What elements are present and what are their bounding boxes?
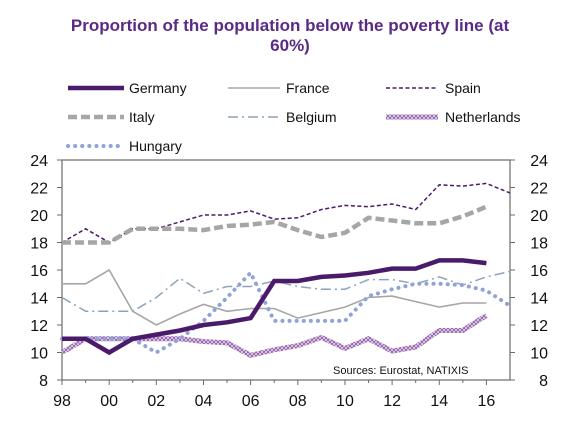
source-note: Sources: Eurostat, NATIXIS	[333, 365, 469, 377]
series-line-germany	[62, 258, 487, 356]
y-tick-label-right: 16	[530, 263, 548, 280]
y-tick-label-left: 12	[30, 318, 48, 335]
y-tick-label-right: 12	[530, 318, 548, 335]
y-tick-label-right: 20	[530, 208, 548, 225]
legend-label-hungary: Hungary	[129, 138, 182, 154]
x-tick-label: 00	[100, 393, 118, 410]
axis-ticks: 98 00 02 04 06 08 10 12 14 16 8 8 10 10 12 12 14 14 16 16 18…	[30, 153, 548, 410]
y-tick-label-left: 8	[39, 373, 48, 390]
y-tick-label-left: 20	[30, 208, 48, 225]
legend: Germany France Spain Italy Belgium Netherland…	[66, 80, 521, 154]
legend-label-italy: Italy	[129, 109, 155, 125]
y-tick-label-right: 22	[530, 181, 548, 198]
chart-title: Proportion of the population below the p…	[70, 16, 510, 55]
y-tick-label-right: 14	[530, 291, 548, 308]
x-tick-label: 08	[289, 393, 307, 410]
legend-label-spain: Spain	[445, 80, 481, 96]
series-line-belgium	[61, 270, 511, 313]
x-tick-label: 98	[53, 393, 71, 410]
legend-label-belgium: Belgium	[286, 109, 337, 125]
x-tick-label: 06	[242, 393, 260, 410]
x-tick-label: 12	[383, 393, 401, 410]
legend-label-france: France	[286, 80, 330, 96]
x-tick-label: 10	[336, 393, 354, 410]
x-tick-label: 16	[478, 393, 496, 410]
series-line-france	[62, 268, 487, 326]
legend-label-netherlands: Netherlands	[445, 109, 521, 125]
y-tick-label-left: 14	[30, 291, 48, 308]
series-lines	[60, 182, 512, 358]
series-line-spain	[61, 182, 511, 244]
x-tick-label: 04	[195, 393, 213, 410]
y-tick-label-right: 10	[530, 346, 548, 363]
y-tick-label-left: 24	[30, 153, 48, 170]
y-tick-label-left: 10	[30, 346, 48, 363]
series-line-italy	[62, 204, 488, 245]
legend-label-germany: Germany	[129, 80, 187, 96]
y-tick-label-left: 22	[30, 181, 48, 198]
x-tick-label: 02	[147, 393, 165, 410]
y-tick-label-right: 18	[530, 236, 548, 253]
x-tick-label: 14	[430, 393, 448, 410]
series-line-hungary	[60, 269, 512, 355]
y-tick-label-left: 18	[30, 236, 48, 253]
y-tick-label-left: 16	[30, 263, 48, 280]
y-tick-label-right: 8	[539, 373, 548, 390]
y-tick-label-right: 24	[530, 153, 548, 170]
